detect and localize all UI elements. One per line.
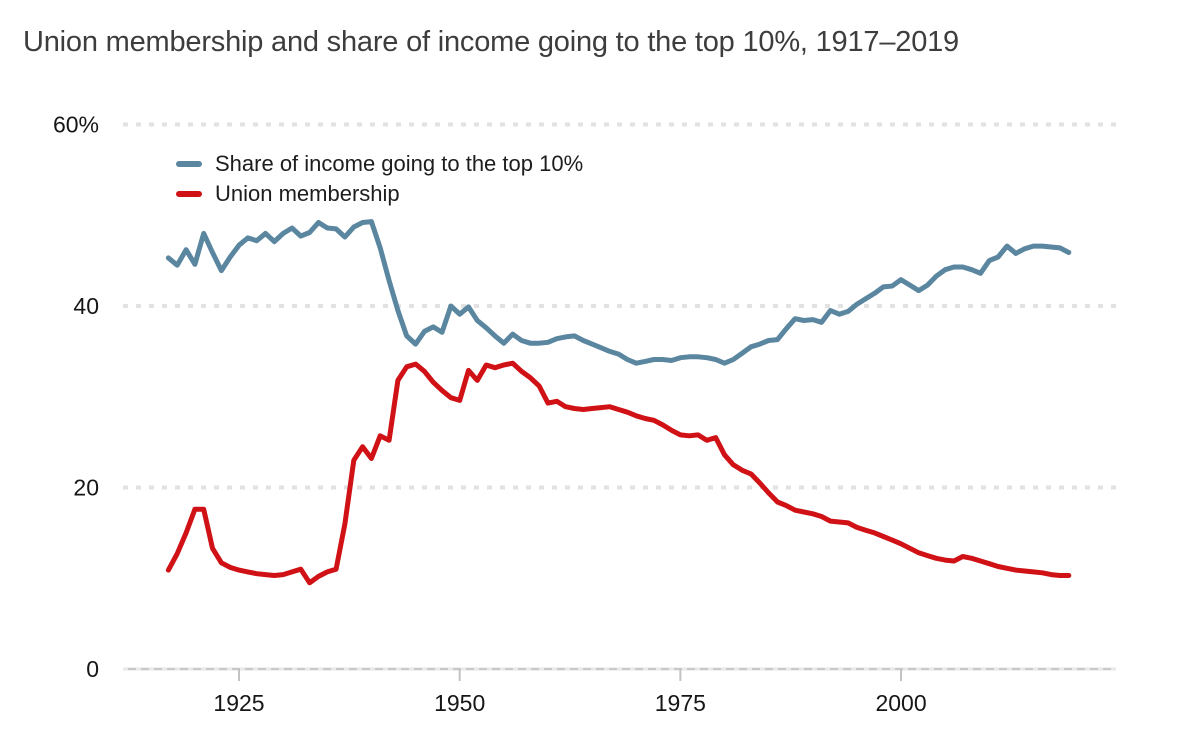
legend-label-income-share: Share of income going to the top 10% [215,151,584,176]
x-tick-label-1925: 1925 [213,690,264,716]
chart-title: Union membership and share of income goi… [23,26,959,58]
series-line-union-membership [165,360,1072,586]
y-tick-label-20: 20 [73,475,99,501]
y-tick-label-40: 40 [73,293,99,319]
legend-item-income-share: Share of income going to the top 10% [176,151,583,177]
y-tick-label-0: 0 [86,656,99,682]
x-tick-label-2000: 2000 [875,690,926,716]
legend-label-union-membership: Union membership [215,181,400,206]
series-line-income-share [165,219,1072,366]
y-tick-label-60: 60% [53,112,99,138]
legend: Share of income going to the top 10% Uni… [176,151,583,211]
legend-item-union-membership: Union membership [176,181,583,207]
legend-swatch-union-icon [176,191,202,197]
x-tick-label-1950: 1950 [434,690,485,716]
x-tick-label-1975: 1975 [655,690,706,716]
legend-swatch-income-icon [176,161,202,167]
